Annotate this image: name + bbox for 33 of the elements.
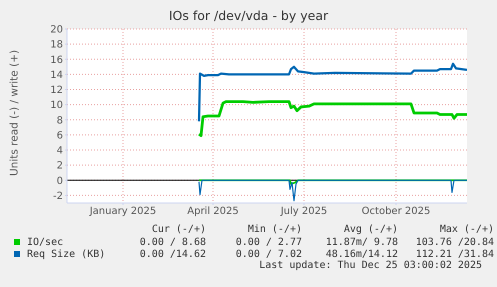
text: 112.21 /31.84 xyxy=(414,248,494,260)
legend-label: Req Size (KB) xyxy=(26,248,106,260)
text: Cur (-/+) xyxy=(150,224,206,236)
text: 0.00 / 8.68 xyxy=(138,236,206,248)
text: 0.00 /14.62 xyxy=(138,248,206,260)
x-tick-label: January 2025 xyxy=(88,206,156,218)
chart-title: IOs for /dev/vda - by year xyxy=(168,8,330,23)
x-tick-label: October 2025 xyxy=(362,206,430,218)
y-tick-label: 6 xyxy=(56,130,63,142)
text: Last update: Thu Dec 25 03:00:02 2025 xyxy=(258,260,482,272)
x-tick-label: July 2025 xyxy=(280,206,328,218)
y-tick-label: 12 xyxy=(50,85,63,96)
legend-label: IO/sec xyxy=(26,236,64,248)
y-tick-label: 14 xyxy=(50,70,63,81)
y-tick-label: 4 xyxy=(56,146,63,157)
text: 11.87m/ 9.78 xyxy=(324,236,398,248)
text: Avg (-/+) xyxy=(342,224,398,236)
text: 103.76 /20.84 xyxy=(414,236,494,248)
y-tick-label: 16 xyxy=(50,54,63,66)
y-tick-label: 18 xyxy=(50,40,63,51)
y-axis-title: Units read (-) / write (+) xyxy=(8,50,21,176)
y-tick-label: 0 xyxy=(56,176,63,187)
y-tick-label: -2 xyxy=(53,190,63,202)
y-tick-label: 20 xyxy=(50,24,63,36)
text: 0.00 / 2.77 xyxy=(234,236,302,248)
text: 48.16m/14.12 xyxy=(324,248,398,260)
text: Min (-/+) xyxy=(246,224,302,236)
y-tick-label: 2 xyxy=(56,160,63,172)
x-tick-label: April 2025 xyxy=(187,206,239,218)
y-tick-label: 8 xyxy=(56,115,63,126)
text: 0.00 / 7.02 xyxy=(234,248,302,260)
y-tick-label: 10 xyxy=(50,100,63,112)
text: Max (-/+) xyxy=(438,224,494,236)
